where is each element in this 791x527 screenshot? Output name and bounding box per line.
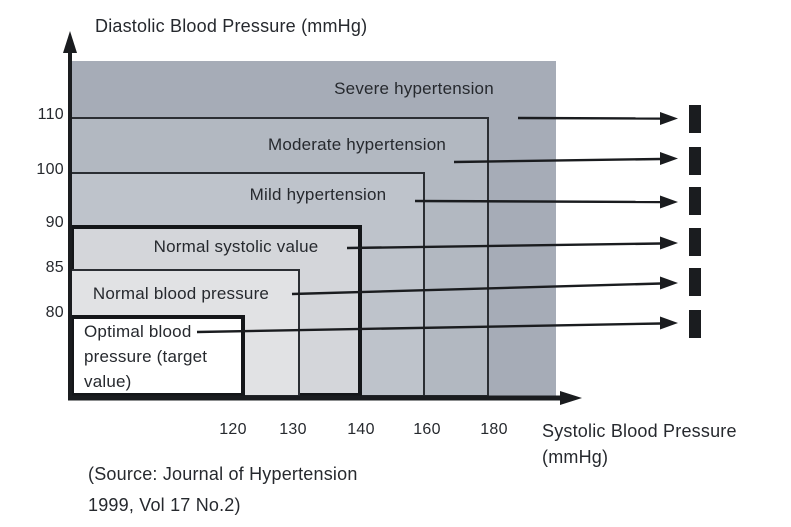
x-tick-160: 160 (413, 421, 441, 438)
y-tick-100: 100 (36, 161, 64, 178)
x-axis-arrowhead-icon (560, 391, 582, 405)
y-tick-80: 80 (45, 304, 64, 321)
zone-bar-optimal (689, 310, 701, 338)
x-tick-180: 180 (480, 421, 508, 438)
zone-label-optimal: Optimal blood pressure (target value) (84, 322, 208, 391)
arrowhead-mild-icon (660, 195, 678, 209)
x-tick-120: 120 (219, 421, 247, 438)
y-axis-arrowhead-icon (63, 31, 77, 53)
y-tick-90: 90 (45, 214, 64, 231)
zone-label-severe: Severe hypertension (334, 79, 494, 98)
x-tick-130: 130 (279, 421, 307, 438)
zone-optimal-blood-pressure (70, 315, 245, 397)
arrowhead-optimal-icon (660, 316, 678, 330)
x-axis-title: Systolic Blood Pressure (mmHg) (542, 421, 737, 467)
zone-bar-normal-systolic (689, 228, 701, 256)
arrowhead-moderate-icon (660, 152, 678, 165)
zone-bar-normal-bp (689, 268, 701, 296)
source-note: (Source: Journal of Hypertension 1999, V… (88, 464, 358, 515)
arrowhead-severe-icon (660, 112, 678, 125)
zone-bar-severe (689, 105, 701, 133)
zone-label-mild: Mild hypertension (249, 185, 387, 204)
zone-label-normal-bp: Normal blood pressure (92, 284, 270, 303)
y-tick-85: 85 (45, 259, 64, 276)
y-axis-title: Diastolic Blood Pressure (mmHg) (95, 16, 368, 36)
x-tick-140: 140 (347, 421, 375, 438)
zone-label-normal-systolic: Normal systolic value (153, 237, 319, 256)
y-tick-110: 110 (37, 106, 64, 123)
arrowhead-normal-bp-icon (660, 276, 678, 290)
arrowhead-normal-systolic-icon (660, 236, 678, 250)
zone-bar-mild (689, 187, 701, 215)
zone-bar-moderate (689, 147, 701, 175)
zone-label-moderate: Moderate hypertension (267, 135, 447, 154)
